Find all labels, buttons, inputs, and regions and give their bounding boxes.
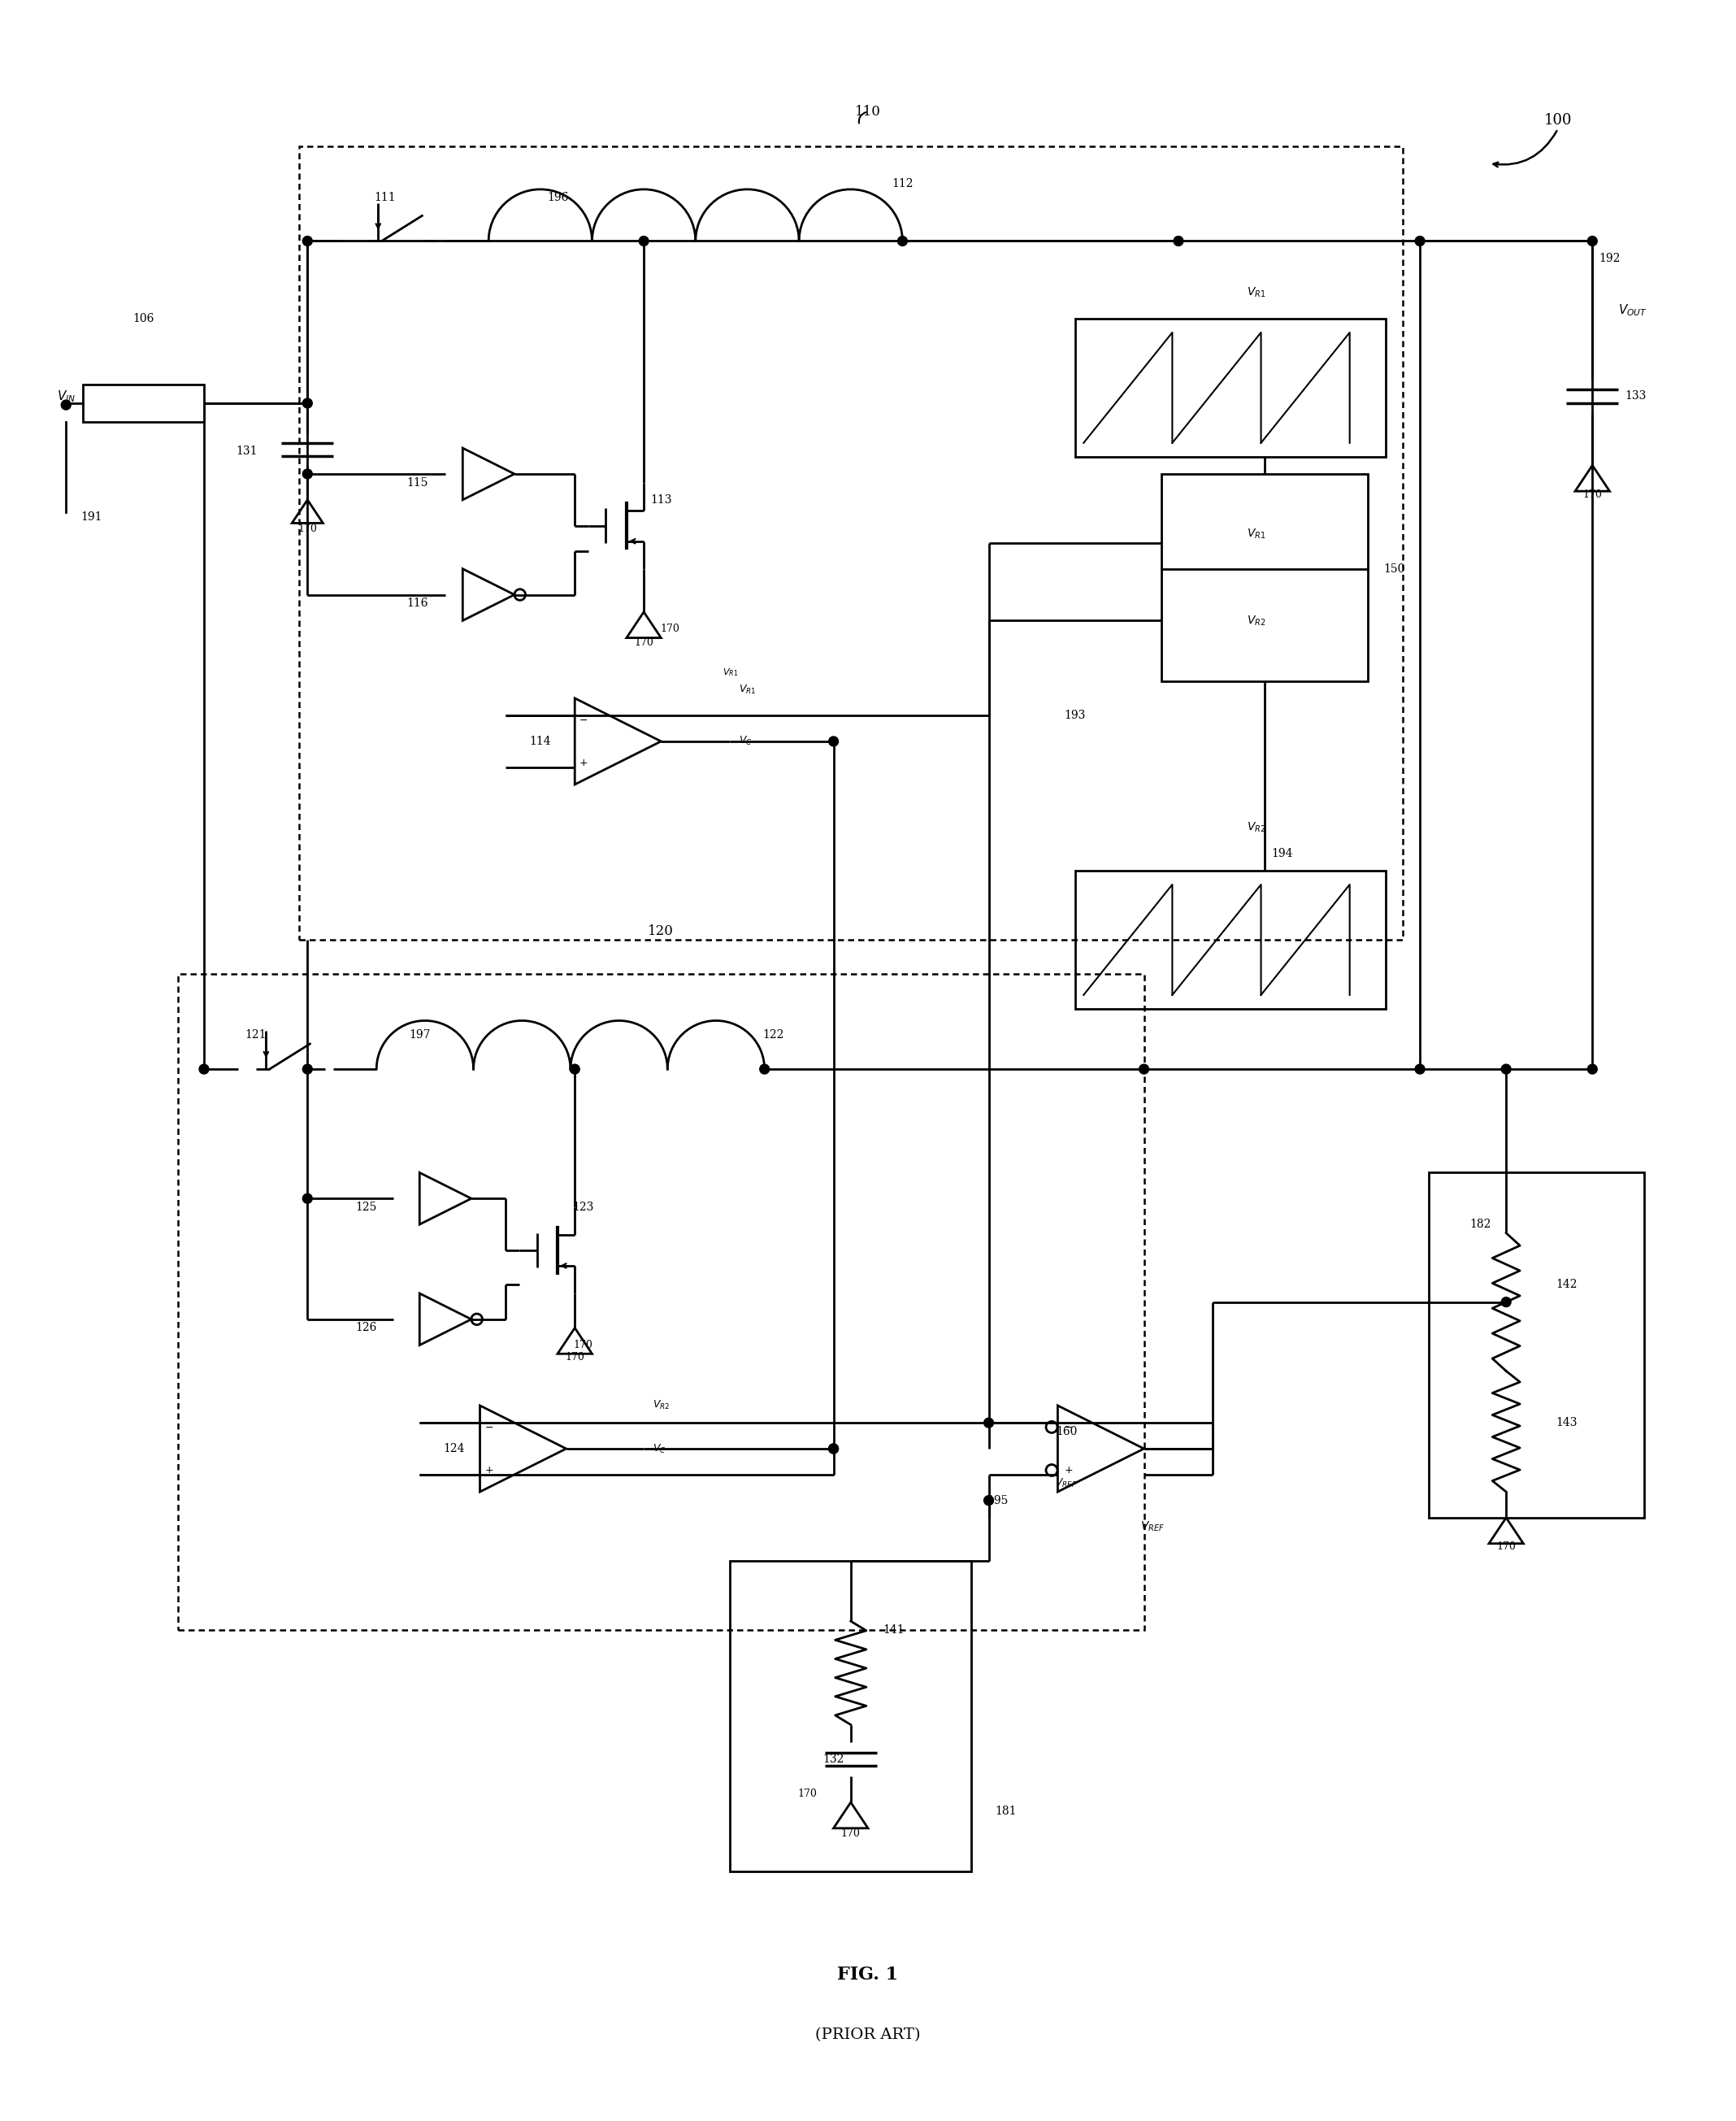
Text: 142: 142: [1555, 1279, 1578, 1290]
Text: 170: 170: [573, 1340, 594, 1351]
Text: 100: 100: [1543, 112, 1571, 127]
Circle shape: [828, 1444, 838, 1453]
Text: $-$: $-$: [1064, 1421, 1073, 1432]
Circle shape: [828, 1444, 838, 1453]
Circle shape: [828, 736, 838, 747]
Text: 121: 121: [245, 1029, 267, 1039]
Circle shape: [984, 1495, 993, 1506]
Circle shape: [1502, 1298, 1510, 1307]
Text: 126: 126: [356, 1321, 377, 1334]
Circle shape: [302, 1194, 312, 1203]
Text: $+$: $+$: [1064, 1466, 1073, 1476]
Text: $V_{IN}$: $V_{IN}$: [57, 388, 75, 403]
Text: 123: 123: [573, 1200, 594, 1213]
Circle shape: [898, 235, 908, 246]
Text: $V_C$: $V_C$: [738, 736, 752, 747]
Text: 196: 196: [547, 193, 568, 204]
Text: $-$: $-$: [578, 715, 589, 725]
Text: 170: 170: [1583, 490, 1602, 501]
Text: $V_{R1}$: $V_{R1}$: [1246, 528, 1266, 541]
Text: $V_{R1}$: $V_{R1}$: [722, 666, 738, 679]
Circle shape: [302, 469, 312, 479]
Text: $V_{R2}$: $V_{R2}$: [1246, 613, 1266, 628]
Circle shape: [639, 235, 649, 246]
Text: 160: 160: [1055, 1425, 1076, 1438]
Text: 170: 170: [566, 1351, 585, 1362]
Text: 170: 170: [299, 524, 318, 534]
Text: FIG. 1: FIG. 1: [837, 1966, 899, 1983]
Text: $V_{R2}$: $V_{R2}$: [1246, 821, 1266, 834]
Circle shape: [1174, 235, 1184, 246]
Text: $V_C$: $V_C$: [653, 1442, 667, 1455]
Text: 150: 150: [1384, 564, 1404, 575]
Text: 170: 170: [634, 638, 653, 649]
Text: 170: 170: [660, 624, 679, 634]
Text: (PRIOR ART): (PRIOR ART): [816, 2028, 920, 2043]
Text: 116: 116: [406, 598, 429, 609]
Text: $V_{R1}$: $V_{R1}$: [738, 683, 755, 696]
Circle shape: [1502, 1065, 1510, 1073]
Text: $+$: $+$: [484, 1466, 493, 1476]
Text: $V_{REF}$: $V_{REF}$: [1055, 1476, 1078, 1489]
Text: 192: 192: [1599, 252, 1620, 263]
Text: 110: 110: [856, 104, 880, 119]
Circle shape: [984, 1419, 993, 1427]
Circle shape: [200, 1065, 208, 1073]
Text: 170: 170: [1496, 1542, 1516, 1553]
Text: $+$: $+$: [578, 757, 589, 768]
Text: 191: 191: [82, 511, 102, 522]
Text: 195: 195: [986, 1495, 1009, 1506]
Circle shape: [1587, 1065, 1597, 1073]
Text: 143: 143: [1555, 1417, 1578, 1427]
Text: 197: 197: [408, 1029, 431, 1039]
Text: 131: 131: [236, 445, 259, 458]
Circle shape: [1587, 235, 1597, 246]
Text: 170: 170: [799, 1788, 818, 1799]
Circle shape: [302, 1065, 312, 1073]
Text: 141: 141: [884, 1625, 904, 1635]
Circle shape: [1415, 1065, 1425, 1073]
Text: 125: 125: [356, 1200, 377, 1213]
Text: 122: 122: [762, 1029, 785, 1039]
Text: 113: 113: [651, 494, 672, 505]
Text: $V_{OUT}$: $V_{OUT}$: [1618, 303, 1647, 318]
Text: 112: 112: [892, 178, 913, 189]
Text: $V_{R2}$: $V_{R2}$: [653, 1400, 670, 1413]
FancyBboxPatch shape: [83, 384, 205, 422]
Text: 111: 111: [375, 193, 396, 204]
Circle shape: [569, 1065, 580, 1073]
Circle shape: [61, 401, 71, 409]
Circle shape: [302, 235, 312, 246]
Text: 133: 133: [1625, 390, 1646, 403]
Text: 120: 120: [648, 925, 674, 937]
Text: 115: 115: [406, 477, 429, 488]
Circle shape: [1415, 235, 1425, 246]
Text: 182: 182: [1470, 1220, 1491, 1230]
Text: 193: 193: [1064, 711, 1085, 721]
Circle shape: [302, 399, 312, 407]
Text: $V_{R1}$: $V_{R1}$: [1246, 286, 1266, 299]
Text: 181: 181: [995, 1805, 1017, 1818]
Text: 124: 124: [443, 1442, 465, 1455]
Text: 106: 106: [134, 314, 155, 325]
Text: 132: 132: [823, 1754, 844, 1765]
Text: 170: 170: [840, 1828, 861, 1839]
Text: 194: 194: [1271, 848, 1293, 859]
Text: $V_{REF}$: $V_{REF}$: [1141, 1519, 1165, 1533]
Circle shape: [1139, 1065, 1149, 1073]
Circle shape: [760, 1065, 769, 1073]
Text: $-$: $-$: [484, 1421, 493, 1432]
Text: 114: 114: [529, 736, 550, 747]
